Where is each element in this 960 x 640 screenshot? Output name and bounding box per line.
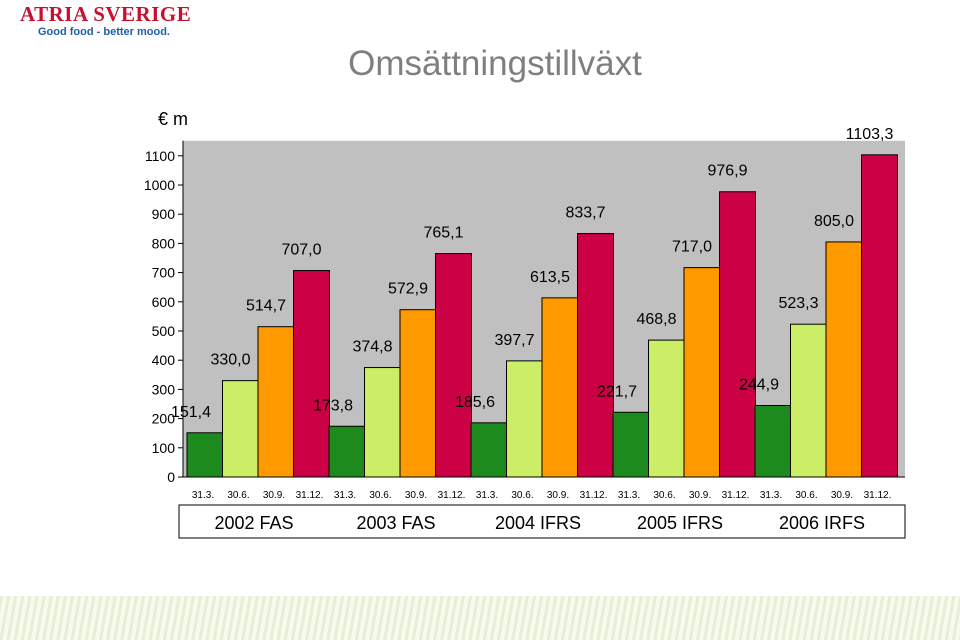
x-tick-label: 30.9. [689,490,711,501]
bar [364,367,401,478]
y-tick-label: 800 [152,235,176,251]
bar [257,326,295,478]
y-tick-label: 500 [152,323,176,339]
bar [293,270,330,478]
value-label: 523,3 [778,295,818,312]
bar [825,241,863,478]
bar [683,267,721,478]
bar [186,432,224,478]
value-label: 374,8 [352,339,392,356]
bar [790,323,827,478]
x-tick-label: 30.6. [369,490,391,501]
logo-tagline: Good food - better mood. [38,26,170,38]
value-label: 976,9 [707,163,747,180]
value-label: 173,8 [313,397,353,414]
y-tick-label: 300 [152,381,176,397]
bar [648,339,685,478]
bar [861,154,898,478]
x-tick-label: 31.3. [334,490,356,501]
bar [506,360,543,478]
value-label: 765,1 [423,225,463,242]
bar [612,411,650,478]
x-tick-label: 30.9. [831,490,853,501]
atria-logo: ATRIA SVERIGE Good food - better mood. [20,2,191,38]
x-tick-label: 31.3. [618,490,640,501]
bar [754,404,792,478]
y-tick-label: 900 [152,206,176,222]
x-tick-label: 31.12. [438,490,466,501]
y-tick-label: 0 [167,469,175,485]
bar [435,253,472,478]
group-label-box [178,504,906,539]
footer-stripe [0,596,960,640]
x-tick-label: 30.9. [263,490,285,501]
x-tick-label: 30.9. [405,490,427,501]
group-label: 2003 FAS [356,513,435,533]
value-label: 1103,3 [846,126,894,143]
x-tick-label: 31.12. [296,490,324,501]
value-label: 833,7 [565,205,605,222]
value-label: 468,8 [636,311,676,328]
x-tick-label: 30.6. [653,490,675,501]
value-label: 572,9 [388,281,428,298]
value-label: 397,7 [494,332,534,349]
value-label: 707,0 [281,242,321,259]
bar [719,191,756,478]
y-tick-label: 1100 [145,148,175,164]
value-label: 514,7 [246,298,286,315]
bar [328,425,366,478]
x-tick-label: 31.12. [722,490,750,501]
value-label: 805,0 [814,213,854,230]
y-axis-unit-label: € m [158,109,188,129]
bar [470,422,508,478]
x-tick-label: 31.12. [580,490,608,501]
value-label: 717,0 [672,239,712,256]
x-tick-label: 30.6. [795,490,817,501]
group-label: 2006 IRFS [779,513,865,533]
y-tick-label: 600 [152,294,176,310]
bar [399,309,437,478]
y-tick-label: 700 [152,265,176,281]
value-label: 244,9 [739,376,779,393]
value-label: 185,6 [455,394,495,411]
chart-title: Omsättningstillväxt [348,44,642,83]
value-label: 221,7 [597,383,637,400]
logo-brand: ATRIA SVERIGE [20,2,192,26]
group-label: 2004 IFRS [495,513,581,533]
bar [577,233,614,478]
x-tick-label: 30.6. [227,490,249,501]
x-tick-label: 31.3. [760,490,782,501]
x-tick-label: 31.12. [864,490,892,501]
x-tick-label: 31.3. [192,490,214,501]
x-tick-label: 31.3. [476,490,498,501]
y-tick-label: 400 [152,352,176,368]
plot-area: 0 100 200 300 400 500 600 700 800 900 1000 1100 151,… [144,126,906,539]
bar [541,297,579,478]
group-label: 2002 FAS [214,513,293,533]
value-label: 330,0 [210,352,250,369]
x-tick-label: 30.6. [511,490,533,501]
value-label: 151,4 [171,404,211,421]
y-tick-label: 100 [152,440,176,456]
x-tick-label: 30.9. [547,490,569,501]
y-tick-label: 200 [152,411,176,427]
group-label: 2005 IFRS [637,513,723,533]
y-tick-label: 1000 [144,177,175,193]
value-label: 613,5 [530,269,570,286]
bar [222,380,259,478]
